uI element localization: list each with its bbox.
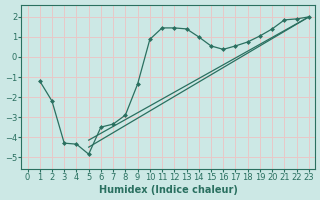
- X-axis label: Humidex (Indice chaleur): Humidex (Indice chaleur): [99, 185, 238, 195]
